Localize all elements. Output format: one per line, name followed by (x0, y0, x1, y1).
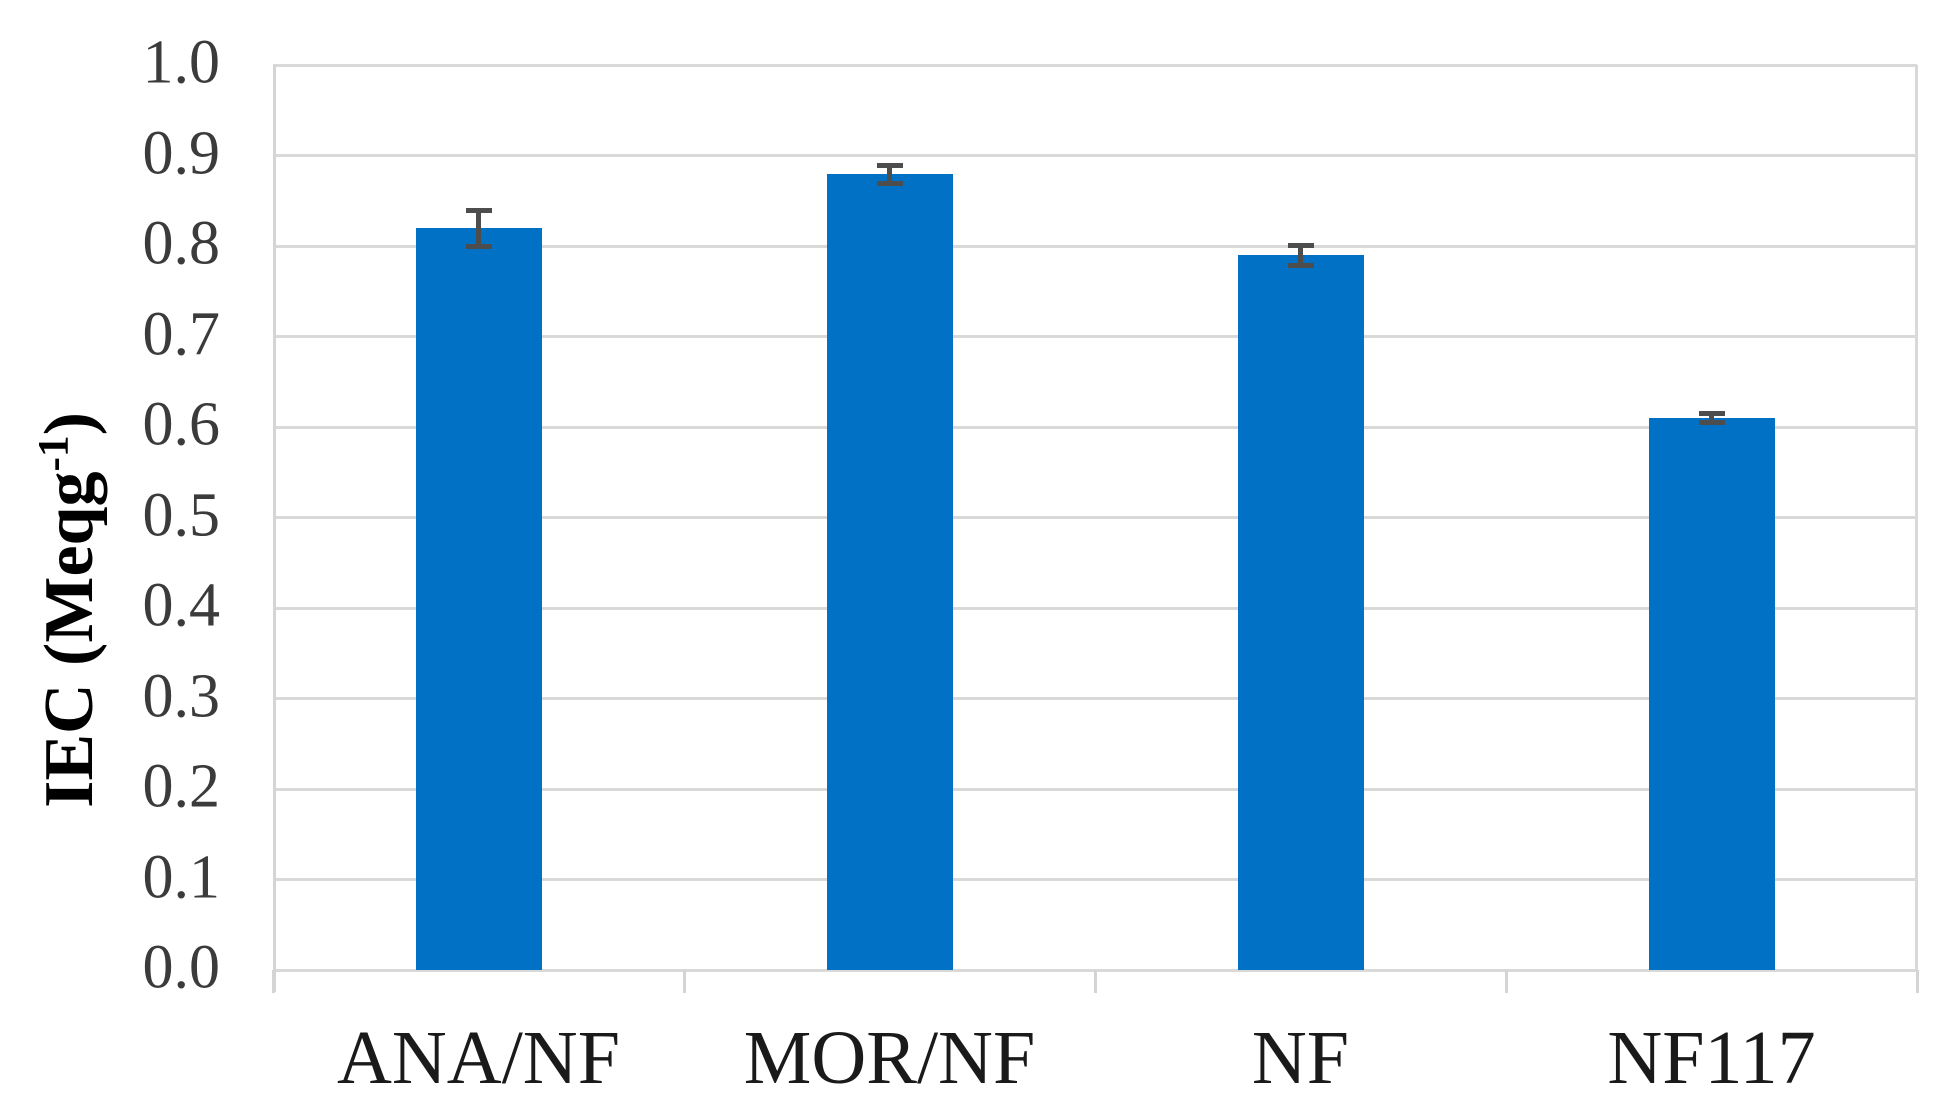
x-category-label: MOR/NF (743, 1016, 1036, 1100)
gridline (273, 335, 1917, 338)
gridline (273, 697, 1917, 700)
gridline (273, 878, 1917, 881)
gridline (273, 244, 1917, 248)
plot-area (273, 63, 1917, 972)
y-axis-title-superscript: -1 (29, 435, 78, 472)
y-tick-label: 0.8 (142, 209, 221, 278)
y-axis-line (273, 65, 276, 992)
gridline (273, 425, 1917, 429)
x-axis-tick (1504, 970, 1508, 993)
y-tick-label: 0.6 (142, 390, 221, 459)
gridline (273, 606, 1917, 610)
y-tick-label: 1.0 (142, 28, 221, 97)
error-bar-cap-bottom (465, 244, 492, 249)
y-tick-label: 0.9 (142, 119, 221, 188)
x-axis-tick (1915, 970, 1919, 993)
error-bar-whisker (887, 164, 892, 183)
error-bar-cap-top (1698, 411, 1725, 417)
x-axis-tick (682, 970, 686, 993)
x-axis-tick (271, 970, 275, 993)
y-tick-label: 0.0 (142, 933, 221, 1002)
x-category-label: ANA/NF (337, 1016, 620, 1100)
error-bar-whisker (476, 209, 481, 246)
x-axis-tick (1093, 970, 1097, 993)
gridline (273, 516, 1917, 519)
bar (415, 227, 542, 970)
bar (826, 173, 953, 970)
error-bar-cap-top (1287, 243, 1314, 249)
gridline (273, 787, 1917, 791)
error-bar-whisker (1298, 245, 1303, 265)
y-tick-label: 0.3 (142, 662, 221, 731)
x-category-label: NF117 (1607, 1016, 1816, 1100)
error-bar-cap-top (876, 162, 903, 168)
x-category-label: NF (1251, 1016, 1350, 1100)
error-bar-cap-top (465, 207, 492, 213)
error-bar-cap-bottom (1287, 263, 1314, 268)
bar (1648, 417, 1775, 970)
y-tick-label: 0.5 (142, 481, 221, 550)
error-bar-whisker (1709, 413, 1714, 423)
y-tick-label: 0.1 (142, 843, 221, 912)
error-bar-cap-bottom (1698, 420, 1725, 426)
gridline (273, 63, 1917, 67)
error-bar-cap-bottom (876, 180, 903, 186)
y-tick-label: 0.2 (142, 752, 221, 821)
y-tick-label: 0.4 (142, 571, 221, 640)
gridline (273, 154, 1917, 157)
y-tick-label: 0.7 (142, 300, 221, 369)
bar (1237, 255, 1364, 970)
plot-right-border (1915, 65, 1918, 970)
